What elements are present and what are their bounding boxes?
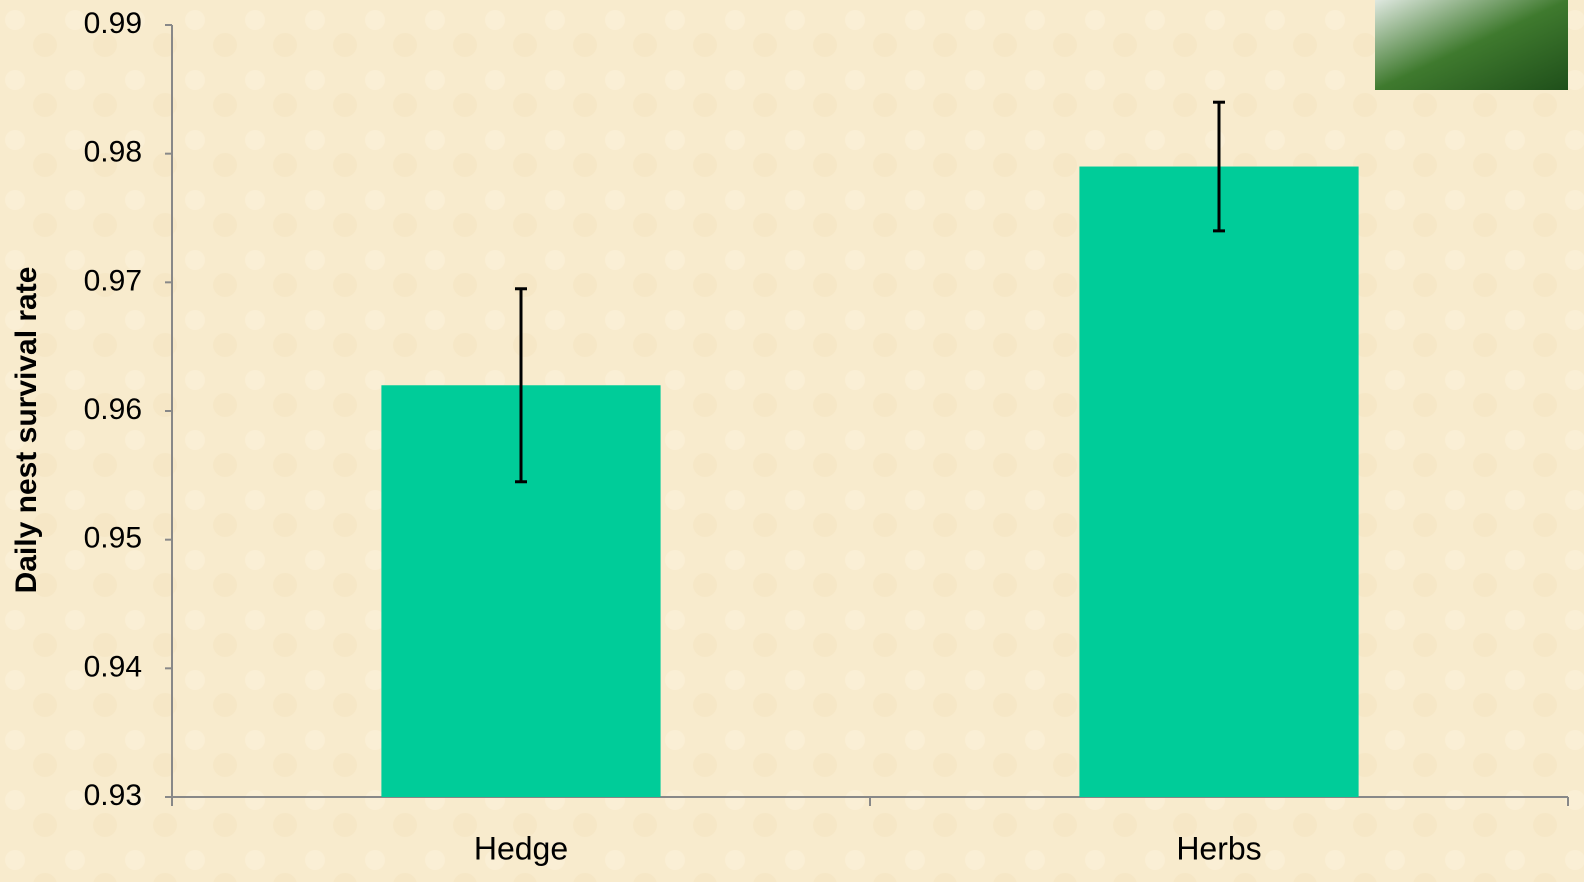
bar bbox=[1079, 166, 1359, 798]
y-tick-label: 0.93 bbox=[84, 779, 142, 812]
y-tick-label: 0.98 bbox=[84, 136, 142, 169]
y-tick-label: 0.99 bbox=[84, 7, 142, 40]
y-tick-label: 0.94 bbox=[84, 650, 142, 683]
x-tick-label: Herbs bbox=[1176, 830, 1261, 866]
error-bar bbox=[1213, 100, 1225, 233]
photo bbox=[1375, 0, 1568, 90]
error-bar bbox=[515, 287, 527, 484]
y-tick-label: 0.96 bbox=[84, 393, 142, 426]
y-axis-title: Daily nest survival rate bbox=[10, 267, 43, 594]
x-tick-label: Hedge bbox=[474, 830, 568, 866]
y-tick-label: 0.95 bbox=[84, 522, 142, 555]
y-tick-label: 0.97 bbox=[84, 264, 142, 297]
